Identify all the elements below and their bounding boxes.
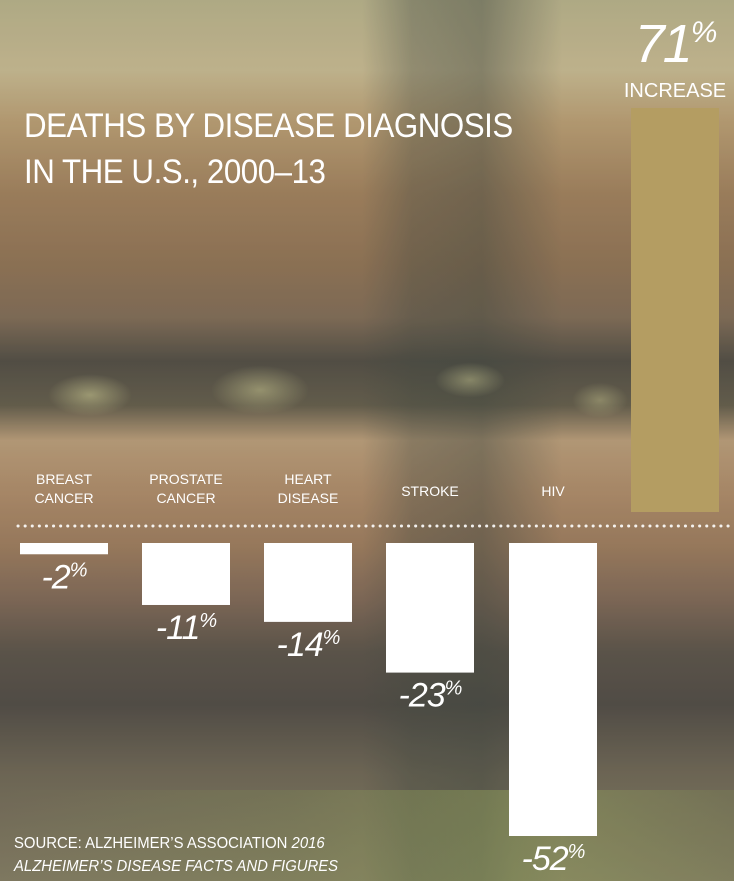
bar-5 bbox=[631, 108, 719, 512]
value-label-4: -52% bbox=[522, 840, 585, 878]
source-note: SOURCE: ALZHEIMER’S ASSOCIATION 2016 ALZ… bbox=[14, 832, 338, 878]
background-grass bbox=[0, 790, 734, 881]
background-moss bbox=[0, 340, 734, 450]
chart-title-line-1: DEATHS BY DISEASE DIAGNOSIS bbox=[24, 107, 513, 145]
bar-3 bbox=[386, 543, 474, 673]
source-prefix: SOURCE: ALZHEIMER’S ASSOCIATION bbox=[14, 835, 288, 852]
category-label-2: HEART DISEASE bbox=[278, 471, 339, 506]
category-label-0: BREAST CANCER bbox=[34, 471, 93, 506]
value-label-1: -11% bbox=[156, 609, 217, 647]
value-label-3: -23% bbox=[399, 677, 462, 715]
value-label-0: -2% bbox=[41, 558, 86, 596]
category-label-3: STROKE bbox=[401, 483, 459, 499]
source-line-1: SOURCE: ALZHEIMER’S ASSOCIATION 2016 bbox=[14, 832, 338, 855]
value-label-5: 71% bbox=[635, 14, 717, 74]
source-year: 2016 bbox=[291, 835, 325, 852]
bar-4 bbox=[509, 543, 597, 836]
source-publication: ALZHEIMER’S DISEASE FACTS AND FIGURES bbox=[14, 858, 339, 875]
increase-annotation: INCREASE bbox=[624, 80, 726, 102]
value-label-2: -14% bbox=[277, 626, 340, 664]
source-line-2: ALZHEIMER’S DISEASE FACTS AND FIGURES bbox=[14, 855, 338, 878]
bar-2 bbox=[264, 543, 352, 622]
category-label-1: PROSTATE CANCER bbox=[149, 471, 222, 506]
chart-title: DEATHS BY DISEASE DIAGNOSIS IN THE U.S.,… bbox=[24, 103, 513, 195]
bar-0 bbox=[20, 543, 108, 555]
chart-title-line-2: IN THE U.S., 2000–13 bbox=[24, 153, 326, 191]
bar-1 bbox=[142, 543, 230, 605]
category-label-4: HIV bbox=[541, 483, 565, 499]
